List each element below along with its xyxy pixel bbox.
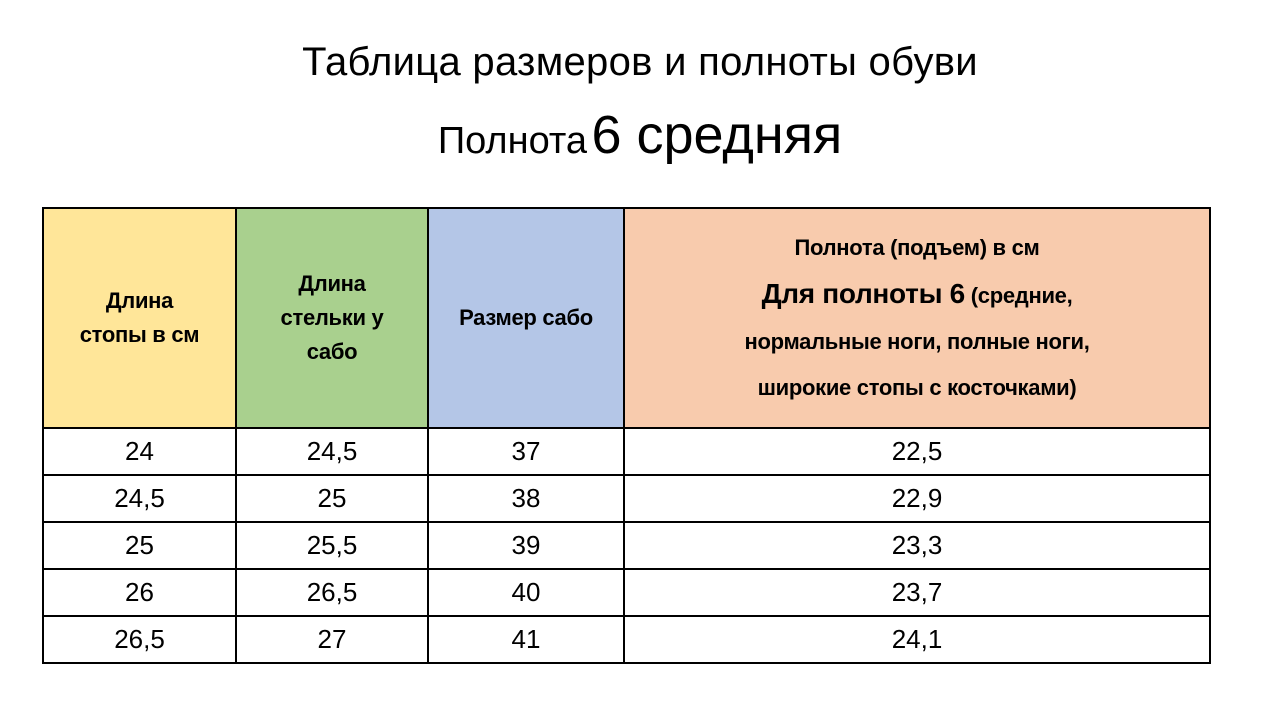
table-row: 24,5 25 38 22,9 (42, 474, 1211, 523)
cell-clog-size: 38 (427, 474, 625, 523)
size-table: Длина стопы в см Длина стельки у сабо Ра… (42, 207, 1211, 664)
subtitle-prefix: Полнота (437, 120, 587, 162)
cell-insole-length: 26,5 (235, 568, 429, 617)
header-clog-size: Размер сабо (427, 207, 625, 429)
header-insole-length: Длина стельки у сабо (235, 207, 429, 429)
cell-clog-size: 41 (427, 615, 625, 664)
cell-foot-length: 26 (42, 568, 237, 617)
cell-fullness: 22,9 (623, 474, 1211, 523)
header-insole-length-text: Длина стельки у сабо (280, 271, 384, 364)
page-subtitle: Полнота 6 средняя (0, 104, 1280, 166)
cell-fullness: 23,7 (623, 568, 1211, 617)
fullness-bold: Для полноты 6 (761, 278, 966, 309)
cell-foot-length: 24 (42, 427, 237, 476)
header-foot-length-text: Длина стопы в см (79, 288, 200, 347)
cell-fullness: 22,5 (623, 427, 1211, 476)
header-foot-length: Длина стопы в см (42, 207, 237, 429)
cell-insole-length: 25,5 (235, 521, 429, 570)
cell-foot-length: 24,5 (42, 474, 237, 523)
page-title: Таблица размеров и полноты обуви (302, 40, 978, 84)
cell-insole-length: 27 (235, 615, 429, 664)
table-row: 26,5 27 41 24,1 (42, 615, 1211, 664)
table-row: 26 26,5 40 23,7 (42, 568, 1211, 617)
cell-clog-size: 39 (427, 521, 625, 570)
table-row: 24 24,5 37 22,5 (42, 427, 1211, 476)
cell-fullness: 23,3 (623, 521, 1211, 570)
cell-insole-length: 25 (235, 474, 429, 523)
subtitle-emphasis: 6 средняя (591, 105, 843, 165)
cell-insole-length: 24,5 (235, 427, 429, 476)
cell-clog-size: 37 (427, 427, 625, 476)
cell-fullness: 24,1 (623, 615, 1211, 664)
fullness-rest: (средние, (964, 283, 1073, 308)
fullness-line3: нормальные ноги, полные ноги, (744, 329, 1090, 354)
fullness-line4: широкие стопы с косточками) (757, 375, 1077, 400)
cell-clog-size: 40 (427, 568, 625, 617)
cell-foot-length: 25 (42, 521, 237, 570)
fullness-line1: Полнота (подъем) в см (794, 235, 1040, 260)
fullness-line2: Для полноты 6 (средние, (625, 271, 1209, 319)
table-row: 25 25,5 39 23,3 (42, 521, 1211, 570)
header-fullness: Полнота (подъем) в см Для полноты 6 (сре… (623, 207, 1211, 429)
cell-foot-length: 26,5 (42, 615, 237, 664)
header-row: Длина стопы в см Длина стельки у сабо Ра… (42, 207, 1211, 429)
